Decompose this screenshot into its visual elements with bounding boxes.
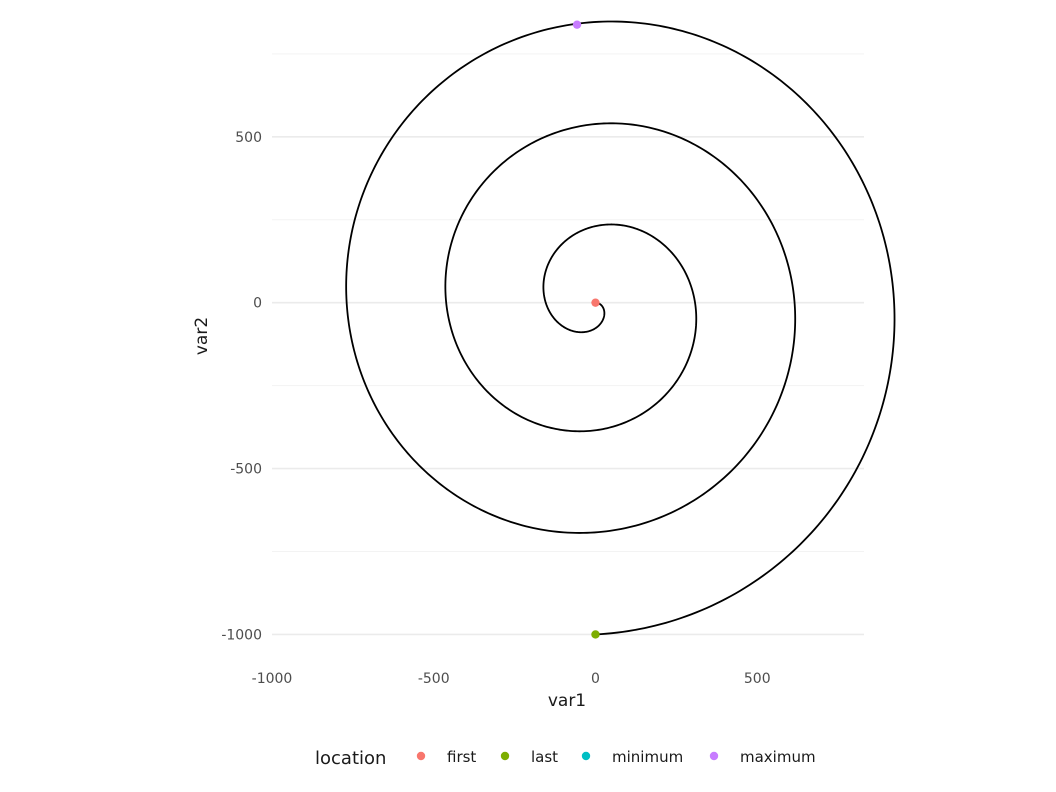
x-tick-label: 0 bbox=[591, 671, 600, 687]
legend-label-first: first bbox=[447, 748, 476, 766]
point-last bbox=[591, 630, 600, 639]
legend-item-first: first bbox=[416, 748, 476, 766]
legend-key-minimum bbox=[581, 751, 591, 761]
legend-key-first bbox=[416, 751, 426, 761]
legend-label-last: last bbox=[531, 748, 558, 766]
point-markers bbox=[572, 20, 600, 639]
spiral-series bbox=[345, 20, 896, 636]
legend-key-maximum bbox=[709, 751, 719, 761]
x-tick-label: -1000 bbox=[252, 671, 293, 687]
legend-item-last: last bbox=[500, 748, 558, 766]
point-maximum bbox=[572, 20, 582, 29]
y-axis-title: var2 bbox=[192, 317, 212, 355]
legend-label-minimum: minimum bbox=[612, 748, 683, 766]
tick-labels: -1000 -500 0 500 -1000 -500 0 500 bbox=[221, 130, 770, 687]
y-tick-label: 500 bbox=[235, 130, 262, 146]
legend-item-minimum: minimum bbox=[581, 748, 683, 766]
x-tick-label: -500 bbox=[418, 671, 450, 687]
legend-title: location bbox=[315, 748, 386, 769]
legend-item-maximum: maximum bbox=[709, 748, 816, 766]
legend-label-maximum: maximum bbox=[740, 748, 816, 766]
y-tick-label: 0 bbox=[253, 296, 262, 312]
x-axis-title: var1 bbox=[548, 691, 586, 711]
legend: location first last minimum maximum bbox=[315, 748, 816, 769]
spiral-line bbox=[345, 20, 896, 636]
legend-key-last bbox=[500, 751, 510, 761]
point-first bbox=[591, 298, 600, 307]
x-tick-label: 500 bbox=[744, 671, 771, 687]
grid-lines bbox=[272, 53, 864, 636]
y-tick-label: -1000 bbox=[221, 627, 262, 643]
y-tick-label: -500 bbox=[230, 462, 262, 478]
